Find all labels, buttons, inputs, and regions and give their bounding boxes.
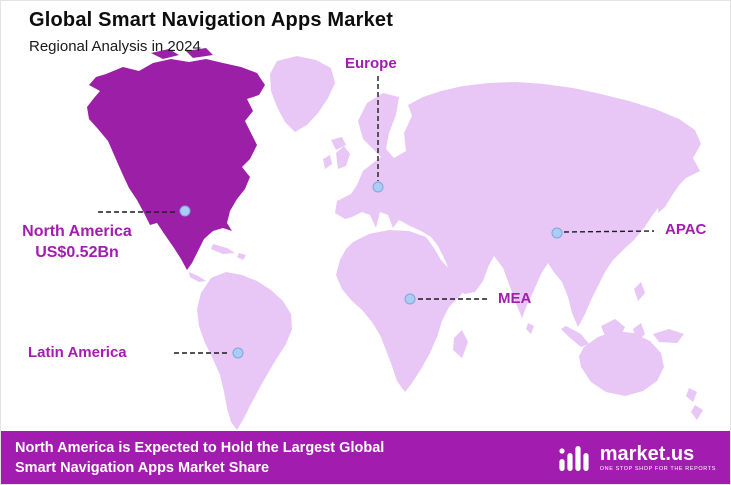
- banner-line2: Smart Navigation Apps Market Share: [15, 459, 270, 476]
- marketus-logo: market.us ONE STOP SHOP FOR THE REPORTS: [558, 443, 716, 473]
- label-latin-america: Latin America: [28, 344, 127, 361]
- region-japan: [658, 175, 682, 213]
- marketus-bars-icon: [559, 445, 589, 471]
- leader-line-apac: [563, 230, 655, 233]
- region-new-zealand: [686, 388, 703, 420]
- region-africa: [336, 230, 469, 392]
- label-mea: MEA: [498, 290, 532, 307]
- region-arctic-islands: [151, 48, 213, 59]
- label-north-america: North America US$0.52Bn: [1, 221, 153, 263]
- region-south-america: [197, 272, 292, 430]
- header: Global Smart Navigation Apps Market Regi…: [29, 9, 393, 55]
- label-apac: APAC: [665, 221, 707, 238]
- label-north-america-name: North America: [22, 223, 132, 240]
- banner-text: North America is Expected to Hold the La…: [15, 438, 384, 478]
- marker-apac: [551, 227, 563, 239]
- region-eurasia: [335, 82, 701, 327]
- region-indonesia: [561, 319, 684, 358]
- marker-europe: [372, 181, 384, 193]
- region-iceland: [331, 137, 346, 150]
- region-north-america: [87, 59, 265, 270]
- region-australia: [579, 331, 664, 396]
- region-philippines: [634, 282, 645, 301]
- logo-tagline: ONE STOP SHOP FOR THE REPORTS: [599, 465, 716, 472]
- marker-mea: [404, 293, 416, 305]
- world-map: [87, 48, 703, 430]
- region-caribbean: [211, 244, 246, 260]
- region-greenland: [270, 56, 335, 132]
- banner-line1: North America is Expected to Hold the La…: [15, 439, 385, 456]
- region-sri-lanka: [526, 323, 534, 334]
- logo-name: market.us: [599, 442, 695, 465]
- label-europe: Europe: [345, 55, 397, 72]
- region-central-america: [189, 272, 206, 282]
- region-uk-ireland: [323, 146, 350, 169]
- marker-latin-america: [232, 347, 244, 359]
- bottom-banner: North America is Expected to Hold the La…: [1, 431, 730, 484]
- region-madagascar: [453, 330, 468, 358]
- logo-text: market.us ONE STOP SHOP FOR THE REPORTS: [600, 444, 716, 472]
- page-title: Global Smart Navigation Apps Market: [29, 9, 394, 31]
- label-north-america-value: US$0.52Bn: [35, 244, 119, 261]
- marker-north-america: [179, 205, 191, 217]
- page-subtitle: Regional Analysis in 2024: [29, 38, 201, 55]
